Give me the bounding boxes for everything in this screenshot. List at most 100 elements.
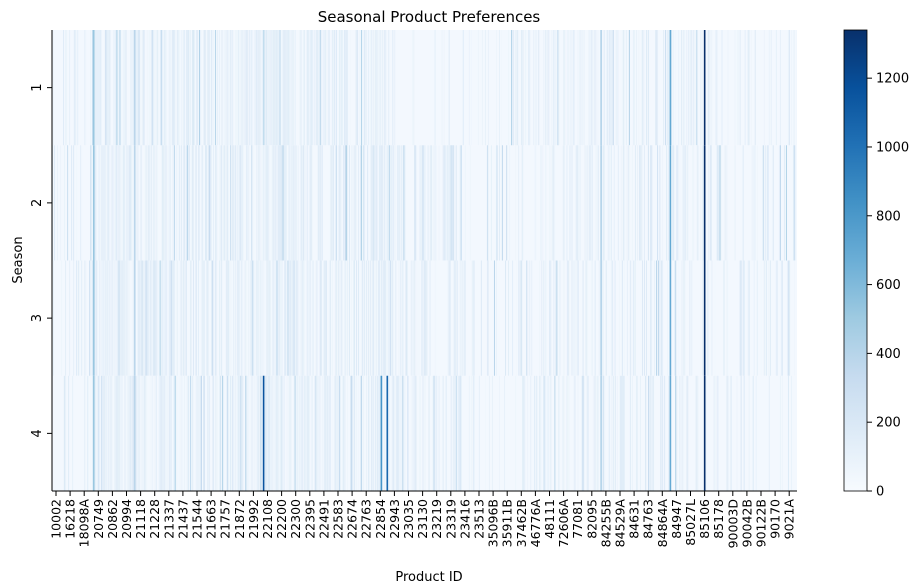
heatmap-cell	[222, 30, 224, 146]
heatmap-cell	[531, 260, 533, 376]
heatmap-cell	[171, 145, 173, 261]
heatmap-cell	[175, 260, 177, 376]
heatmap-cell	[356, 30, 358, 146]
heatmap-cell	[350, 375, 352, 491]
heatmap-cell	[146, 30, 148, 146]
heatmap-cell	[608, 30, 610, 146]
heatmap-cell	[280, 260, 282, 376]
heatmap-cell	[343, 145, 345, 261]
heatmap-cell	[220, 145, 222, 261]
heatmap-cell	[211, 30, 213, 146]
heatmap-cell	[748, 30, 750, 146]
heatmap-cell	[285, 30, 287, 146]
heatmap-cell	[347, 260, 349, 376]
heatmap-cell	[726, 260, 728, 376]
heatmap-cell	[697, 375, 699, 491]
heatmap-cell	[571, 260, 573, 376]
heatmap-cell	[702, 375, 704, 491]
heatmap-cell	[714, 375, 716, 491]
heatmap-cell	[321, 375, 323, 491]
heatmap-cell	[501, 30, 503, 146]
heatmap-cell	[581, 30, 583, 146]
heatmap-cell	[53, 260, 55, 376]
heatmap-cell	[711, 260, 713, 376]
heatmap-cell	[518, 145, 520, 261]
heatmap-cell	[727, 260, 729, 376]
heatmap-cell	[355, 30, 357, 146]
heatmap-cell	[250, 375, 252, 491]
heatmap-cell	[577, 145, 579, 261]
heatmap-cell	[114, 260, 116, 376]
heatmap-cell	[73, 145, 75, 261]
heatmap-cell	[524, 375, 526, 491]
heatmap-cell	[137, 145, 139, 261]
heatmap-cell	[309, 30, 311, 146]
heatmap-cell	[718, 145, 720, 261]
heatmap-highlight-cell	[380, 375, 383, 491]
heatmap-cell	[354, 145, 356, 261]
heatmap-cell	[180, 260, 182, 376]
heatmap-cell	[169, 30, 171, 146]
heatmap-cell	[356, 145, 358, 261]
heatmap-cell	[52, 145, 54, 261]
heatmap-cell	[371, 375, 373, 491]
heatmap-cell	[324, 30, 326, 146]
heatmap-cell	[100, 145, 102, 261]
heatmap-cell	[686, 375, 688, 491]
heatmap-cell	[739, 260, 741, 376]
heatmap-cell	[424, 260, 426, 376]
heatmap-cell	[448, 30, 450, 146]
heatmap-cell	[189, 375, 191, 491]
heatmap-cell	[643, 260, 645, 376]
heatmap-cell	[781, 260, 783, 376]
heatmap-cell	[366, 375, 368, 491]
heatmap-cell	[788, 30, 790, 146]
heatmap-cell	[235, 375, 237, 491]
heatmap-cell	[194, 145, 196, 261]
heatmap-cell	[198, 145, 200, 261]
heatmap-cell	[564, 30, 566, 146]
heatmap-cell	[568, 30, 570, 146]
heatmap-cell	[259, 375, 261, 491]
heatmap-cell	[625, 145, 627, 261]
heatmap-cell	[379, 145, 381, 261]
heatmap-cell	[543, 375, 545, 491]
heatmap-cell	[501, 145, 503, 261]
heatmap-cell	[755, 375, 757, 491]
heatmap-cell	[159, 30, 161, 146]
heatmap-cell	[173, 375, 175, 491]
heatmap-cell	[452, 375, 454, 491]
heatmap-cell	[344, 145, 346, 261]
heatmap-cell	[361, 30, 363, 146]
heatmap-cell	[212, 375, 214, 491]
heatmap-highlight-cell	[386, 375, 389, 491]
heatmap-cell	[352, 375, 354, 491]
heatmap-cell	[542, 145, 544, 261]
heatmap-cell	[54, 145, 56, 261]
heatmap-cell	[655, 30, 657, 146]
heatmap-cell	[312, 260, 314, 376]
heatmap-highlight-cell	[703, 145, 706, 261]
heatmap-cell	[213, 30, 215, 146]
heatmap-cell	[279, 145, 281, 261]
heatmap-cell	[67, 145, 69, 261]
heatmap-cell	[205, 145, 207, 261]
x-tick-label: 23416	[457, 499, 472, 539]
heatmap-cell	[104, 30, 106, 146]
heatmap-cell	[687, 375, 689, 491]
heatmap-cell	[74, 30, 76, 146]
heatmap-cell	[517, 30, 519, 146]
heatmap-cell	[385, 30, 387, 146]
heatmap-cell	[787, 260, 789, 376]
heatmap-cell	[470, 30, 472, 146]
heatmap-cell	[164, 145, 166, 261]
heatmap-cell	[137, 375, 139, 491]
heatmap-cell	[84, 375, 86, 491]
heatmap-cell	[363, 145, 365, 261]
heatmap-cell	[527, 260, 529, 376]
heatmap-cell	[187, 30, 189, 146]
heatmap-cell	[126, 375, 128, 491]
heatmap-highlight-cell	[600, 145, 602, 261]
heatmap-cell	[303, 30, 305, 146]
heatmap-cell	[248, 145, 250, 261]
